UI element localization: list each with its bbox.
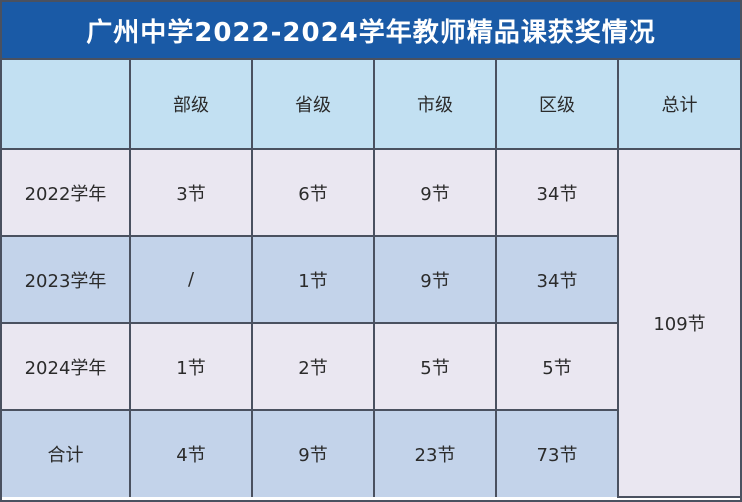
- table-cell: 34节: [495, 148, 619, 237]
- header-municipal: 市级: [373, 60, 497, 150]
- header-total: 总计: [617, 60, 740, 150]
- table-cell: 3节: [129, 148, 253, 237]
- header-national: 部级: [129, 60, 253, 150]
- table-cell: 5节: [373, 322, 497, 411]
- table-cell: 9节: [251, 409, 375, 497]
- table-row: 合计 4节 9节 23节 73节: [2, 409, 740, 497]
- table-cell: 9节: [373, 148, 497, 237]
- page-title: 广州中学2022-2024学年教师精品课获奖情况: [2, 2, 740, 60]
- header-provincial: 省级: [251, 60, 375, 150]
- table-cell: 4节: [129, 409, 253, 497]
- table-cell: 23节: [373, 409, 497, 497]
- awards-table: 部级 省级 市级 区级 总计 2022学年 3节 6节 9节 34节 109节 …: [2, 60, 740, 498]
- header-district: 区级: [495, 60, 619, 150]
- row-label: 合计: [2, 409, 131, 497]
- header-corner: [2, 60, 131, 150]
- row-label: 2024学年: [2, 322, 131, 411]
- table-cell: 9节: [373, 235, 497, 324]
- table-row: 2024学年 1节 2节 5节 5节: [2, 322, 740, 411]
- table-row: 2022学年 3节 6节 9节 34节 109节: [2, 148, 740, 498]
- row-label: 2022学年: [2, 148, 131, 237]
- table-cell: 2节: [251, 322, 375, 411]
- table-row: 2023学年 / 1节 9节 34节: [2, 235, 740, 324]
- table-cell: 1节: [129, 322, 253, 411]
- table-cell: /: [129, 235, 253, 324]
- table-cell: 5节: [495, 322, 618, 411]
- table-cell: 73节: [495, 409, 618, 497]
- table-cell: 6节: [251, 148, 375, 237]
- table-cell: 34节: [495, 235, 618, 324]
- table-cell: 1节: [251, 235, 375, 324]
- row-label: 2023学年: [2, 235, 131, 324]
- total-cell: 109节: [617, 148, 740, 498]
- header-row: 部级 省级 市级 区级 总计: [2, 60, 740, 150]
